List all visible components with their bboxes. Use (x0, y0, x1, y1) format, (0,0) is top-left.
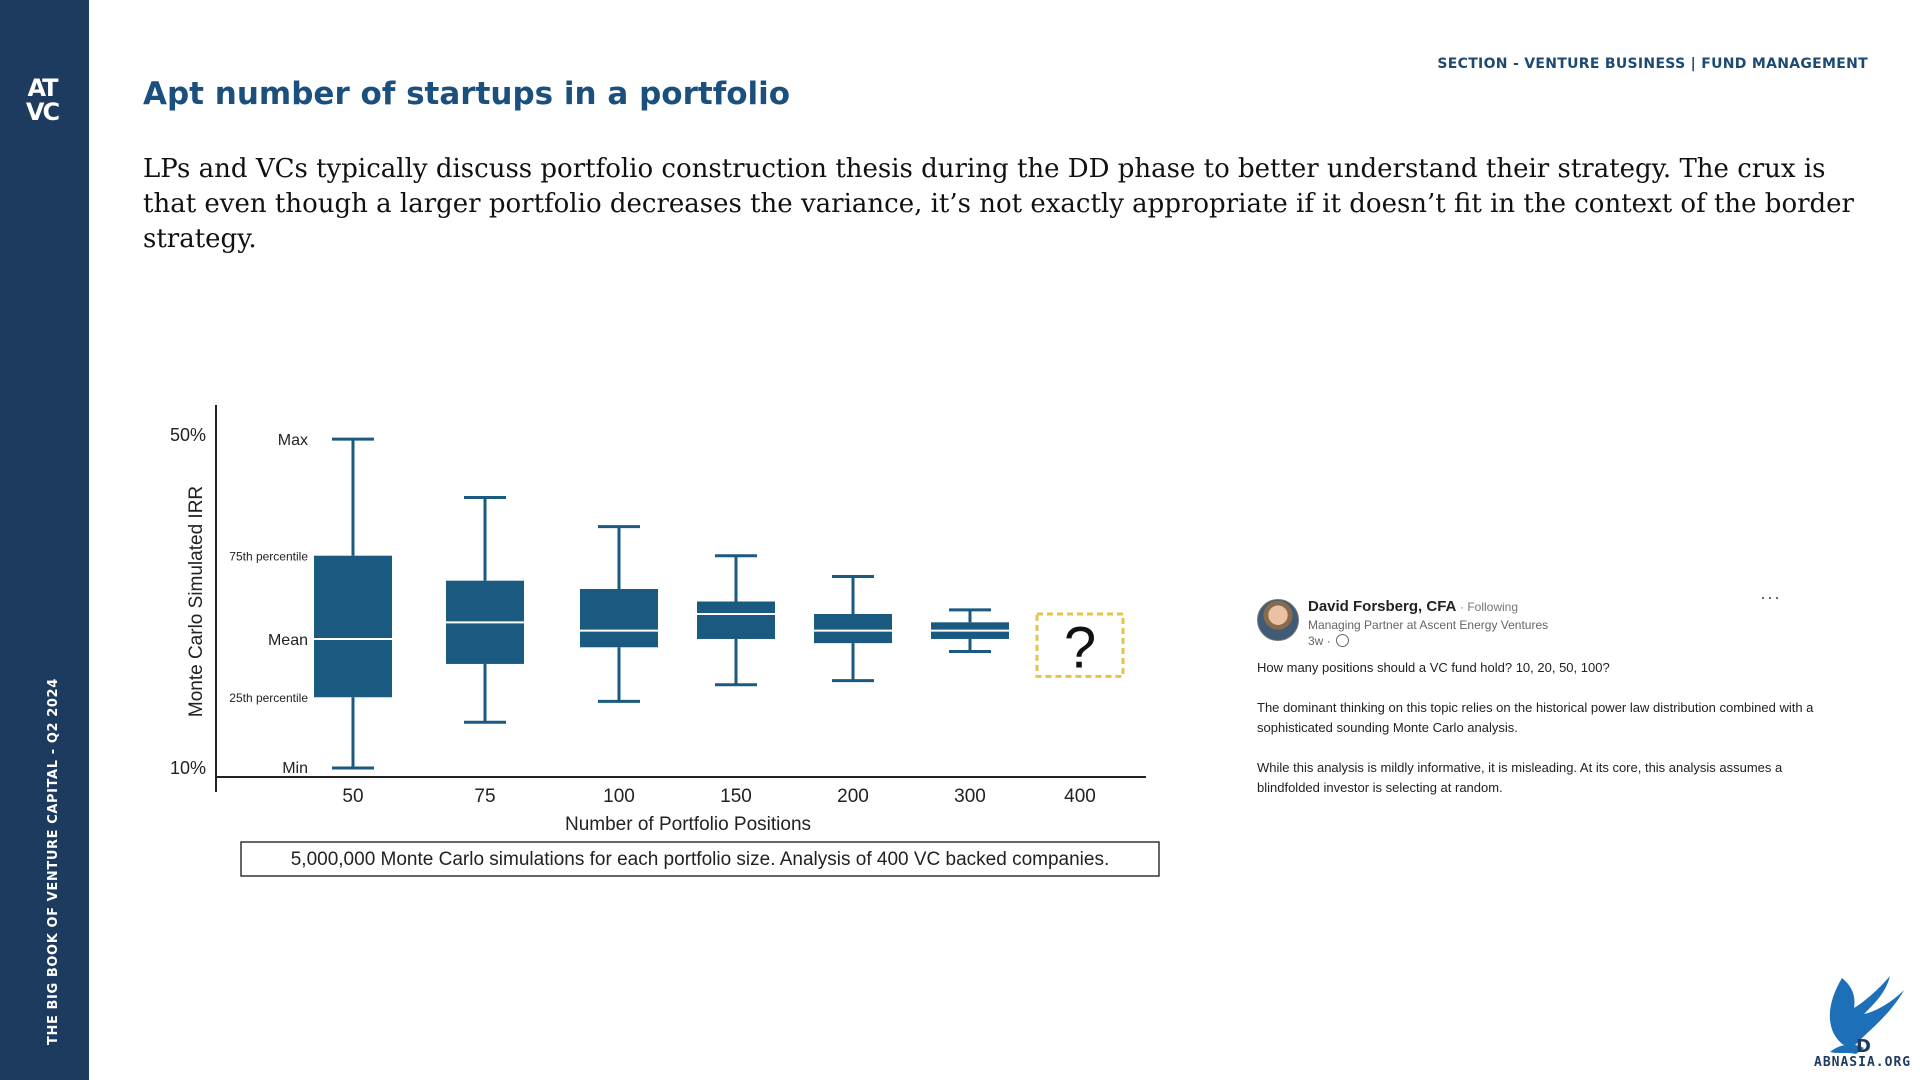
row-label-25th: 25th percentile (229, 691, 308, 705)
box-body (580, 589, 658, 648)
y-axis-label: Monte Carlo Simulated IRR (186, 486, 207, 717)
post-paragraph: The dominant thinking on this topic reli… (1257, 700, 1814, 735)
post-body: How many positions should a VC fund hold… (1257, 658, 1817, 818)
x-tick-label: 400 (1064, 786, 1096, 807)
author-name[interactable]: David Forsberg, CFA (1308, 598, 1456, 615)
section-label: SECTION - VENTURE BUSINESS | FUND MANAGE… (1437, 56, 1868, 72)
box-body (814, 613, 892, 644)
logo-line-1: AT (27, 74, 58, 102)
x-tick-label: 200 (837, 786, 869, 807)
unknown-box-label: ? (1064, 616, 1096, 681)
x-tick-label: 150 (720, 786, 752, 807)
post-paragraph: While this analysis is mildly informativ… (1257, 760, 1783, 795)
row-label-75th: 75th percentile (229, 550, 308, 564)
row-label-mean: Mean (268, 632, 308, 649)
x-tick-label: 100 (603, 786, 635, 807)
y-tick-label: 10% (170, 758, 206, 778)
y-tick-label: 50% (170, 425, 206, 445)
sidebar: AT VC THE BIG BOOK OF VENTURE CAPITAL - … (0, 0, 89, 1080)
page-title: Apt number of startups in a portfolio (143, 76, 791, 112)
chart-footnote: 5,000,000 Monte Carlo simulations for ea… (291, 849, 1110, 870)
x-tick-label: 50 (342, 786, 363, 807)
book-title-vertical: THE BIG BOOK OF VENTURE CAPITAL - Q2 202… (46, 678, 61, 1045)
row-label-min: Min (282, 760, 308, 777)
author-role: Managing Partner at Ascent Energy Ventur… (1308, 618, 1549, 632)
boxplot-chart: 50% 10% Monte Carlo Simulated IRR Max 75th p… (170, 405, 1160, 877)
x-tick-label: 300 (954, 786, 986, 807)
x-tick-label: 75 (474, 786, 495, 807)
footnote-box (240, 841, 1160, 877)
box-body (314, 555, 392, 698)
post-time: 3w · (1308, 634, 1350, 648)
x-axis-label: Number of Portfolio Positions (565, 814, 811, 835)
post-paragraph: How many positions should a VC fund hold… (1257, 660, 1610, 675)
following-label: · Following (1459, 600, 1519, 614)
abnasia-logo-text: ABNASIA.ORG (1814, 1055, 1912, 1070)
row-label-max: Max (278, 432, 308, 449)
post-time-text: 3w · (1308, 634, 1331, 648)
abnasia-logo-icon: D (1829, 976, 1904, 1057)
avatar[interactable] (1257, 599, 1299, 641)
more-options-icon[interactable]: ··· (1760, 587, 1781, 607)
post-author[interactable]: David Forsberg, CFA · Following (1308, 598, 1518, 615)
unknown-box (1035, 612, 1125, 678)
globe-icon (1336, 634, 1350, 647)
logo-line-2: VC (25, 98, 60, 126)
box-body (697, 601, 775, 639)
logo-mark-letter: D (1856, 1036, 1871, 1057)
intro-paragraph: LPs and VCs typically discuss portfolio … (143, 154, 1854, 254)
atvc-logo: AT VC (22, 76, 62, 130)
